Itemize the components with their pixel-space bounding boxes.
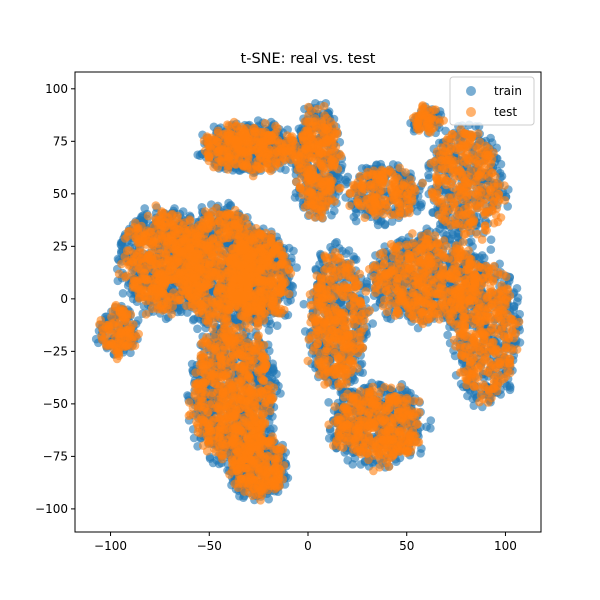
scatter-point-train [380, 219, 390, 229]
scatter-point-train [441, 126, 450, 136]
scatter-point-train [387, 217, 397, 226]
scatter-point-train [299, 299, 309, 309]
scatter-point-train [292, 263, 301, 272]
scatter-point-train [515, 338, 525, 347]
scatter-point-train [341, 175, 350, 185]
scatter-point-train [264, 494, 274, 504]
scatter-point-train [463, 391, 472, 401]
scatter-point-train [349, 252, 358, 261]
scatter-point-train [193, 324, 202, 334]
scatter-point-train [368, 319, 378, 328]
scatter-point-train [324, 398, 333, 407]
scatter-point-train [424, 173, 434, 183]
scatter-point-train [187, 359, 197, 369]
scatter-point-train [183, 391, 192, 400]
scatter-point-train [118, 289, 128, 298]
scatter-point-train [426, 416, 436, 425]
scatter-point-train [183, 308, 192, 317]
scatter-point-train [412, 206, 422, 216]
scatter-point-train [486, 235, 496, 244]
scatter-point-train [113, 276, 123, 286]
scatter-point-train [276, 389, 285, 398]
scatter-point-train [486, 133, 495, 143]
scatter-point-train [486, 245, 496, 254]
scatter-point-train [443, 330, 452, 340]
scatter-point-train [509, 301, 519, 311]
chart-title: t-SNE: real vs. test [241, 51, 376, 67]
scatter-point-train [362, 279, 372, 289]
scatter-point-train [496, 159, 506, 169]
scatter-point-train [284, 243, 294, 253]
scatter-point-train [266, 319, 276, 329]
scatter-point-train [373, 220, 383, 230]
scatter-point-train [512, 284, 522, 293]
scatter-point-train [351, 216, 361, 226]
scatter-point-train [300, 327, 310, 336]
scatter-point-train [272, 321, 282, 331]
scatter-point-train [268, 363, 278, 373]
scatter-point-train [417, 199, 426, 208]
scatter-point-train [497, 171, 507, 181]
points-layer [91, 99, 525, 505]
scatter-point-train [330, 206, 339, 216]
scatter-point-train [269, 424, 278, 433]
scatter-point-train [344, 246, 354, 255]
